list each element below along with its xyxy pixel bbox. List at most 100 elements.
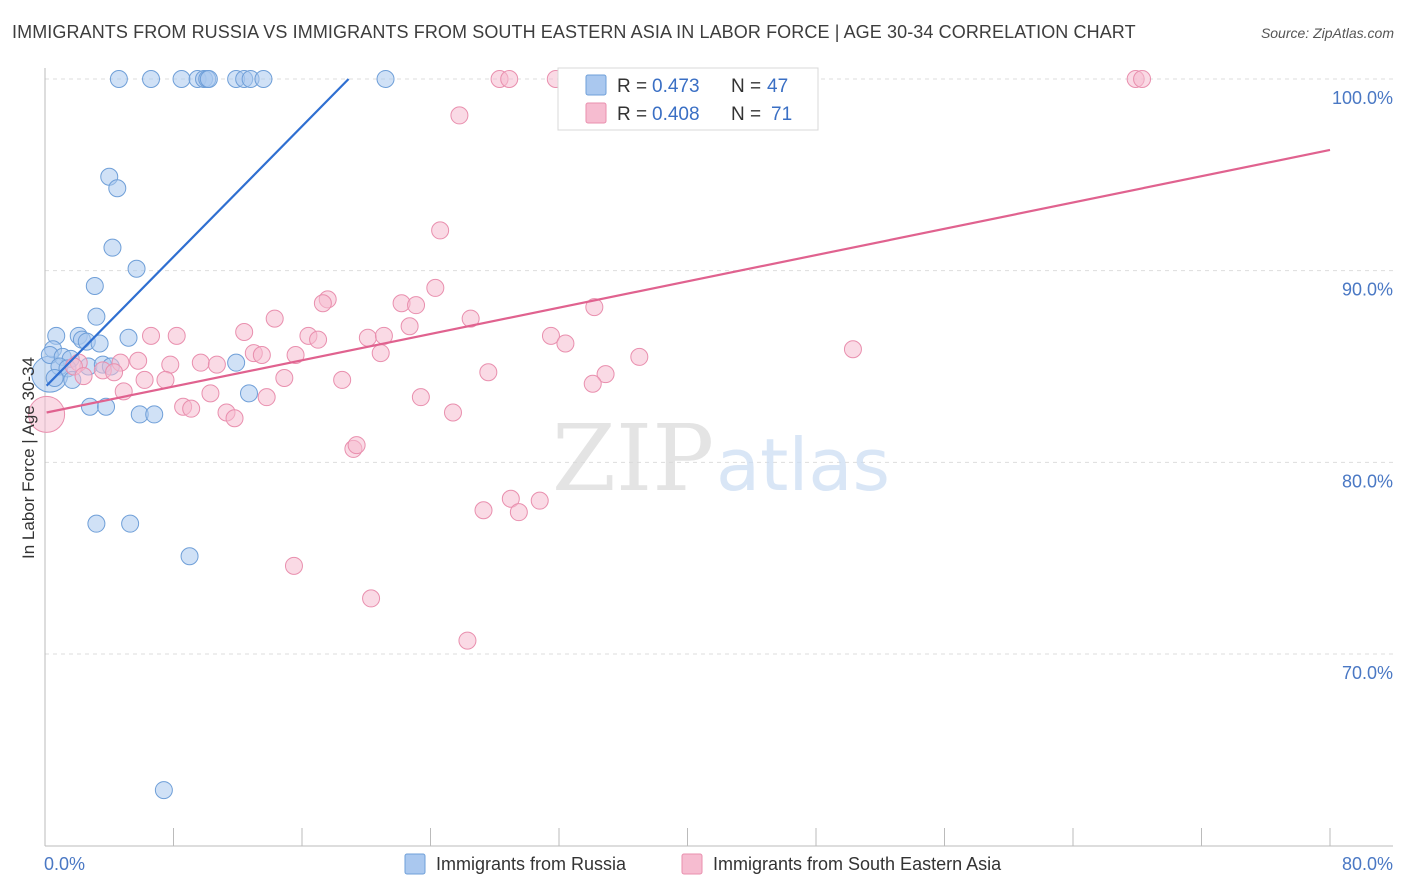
point-russia (109, 70, 128, 88)
point-russia (199, 70, 218, 88)
point-sea (443, 403, 462, 422)
point-russia (87, 307, 106, 326)
point-sea (191, 353, 210, 372)
point-sea (235, 323, 254, 341)
legend-sea-n-value: 71 (771, 104, 792, 125)
point-russia (172, 70, 191, 88)
bottom-legend-swatch-sea (681, 853, 703, 875)
x-tick-label: 0.0% (44, 854, 85, 874)
point-sea (400, 317, 419, 336)
point-sea (105, 363, 124, 382)
point-russia (239, 384, 258, 403)
point-sea (333, 370, 352, 389)
watermark-atlas: atlas (716, 423, 890, 507)
point-sea (450, 106, 469, 125)
point-sea (530, 491, 549, 510)
gridlines (45, 78, 1393, 655)
y-tick-label: 90.0% (1342, 280, 1393, 300)
point-sea (541, 326, 560, 345)
watermark: ZIP atlas (552, 405, 890, 512)
point-sea (585, 298, 604, 317)
point-sea (286, 346, 305, 364)
point-sea (1133, 70, 1152, 88)
point-sea (201, 384, 220, 403)
point-russia (254, 70, 273, 88)
y-tick-label: 100.0% (1332, 88, 1393, 108)
legend-sea-n-label: N = (731, 104, 761, 125)
legend-russia-r-label: R = (617, 76, 647, 97)
source-credit: Source: ZipAtlas.com (1260, 25, 1394, 41)
legend-russia-r-value: 0.473 (652, 76, 700, 97)
point-sea (509, 503, 528, 522)
point-sea (135, 370, 154, 389)
point-russia (103, 238, 122, 257)
point-russia (97, 397, 116, 416)
point-russia (145, 405, 164, 424)
legend-russia-n-value: 47 (767, 76, 788, 97)
point-sea (411, 388, 430, 407)
point-sea (207, 355, 226, 374)
point-russia (85, 277, 104, 295)
legend-swatch-sea (585, 102, 607, 124)
point-russia (154, 781, 173, 800)
point-sea (843, 340, 862, 359)
point-sea (407, 296, 426, 315)
point-russia (90, 334, 109, 353)
point-russia (108, 179, 127, 198)
point-sea (129, 351, 148, 370)
point-sea (431, 221, 450, 240)
point-russia (376, 70, 395, 88)
point-sea (257, 388, 276, 407)
point-sea (313, 294, 332, 313)
y-tick-label: 80.0% (1342, 471, 1393, 491)
bottom-legend-sea: Immigrants from South Eastern Asia (713, 854, 1002, 874)
point-russia (119, 328, 138, 347)
stats-legend: R = 0.473 N = 47 R = 0.408 N = 71 (557, 67, 819, 131)
y-axis-label: In Labor Force | Age 30-34 (19, 357, 38, 559)
point-sea (501, 489, 520, 508)
point-sea (161, 355, 180, 374)
trendlines (45, 78, 1331, 414)
data-points (28, 70, 1152, 800)
point-sea-large (28, 395, 66, 433)
point-sea (252, 346, 271, 364)
point-russia (227, 353, 246, 372)
point-russia (142, 70, 161, 88)
legend-sea-r-value: 0.408 (652, 104, 700, 125)
point-sea (583, 374, 602, 393)
point-sea (630, 347, 649, 366)
watermark-zip: ZIP (552, 405, 714, 512)
point-sea (74, 367, 93, 386)
point-sea (596, 365, 615, 384)
x-tick-label: 80.0% (1342, 854, 1393, 874)
point-russia (80, 397, 99, 416)
point-sea (461, 309, 480, 328)
bottom-legend-swatch-russia (404, 853, 426, 875)
point-sea (474, 501, 493, 520)
point-sea (265, 309, 284, 328)
point-russia (87, 514, 106, 533)
point-sea (358, 328, 377, 347)
point-sea (142, 326, 161, 345)
point-sea (479, 363, 498, 382)
point-sea (275, 369, 294, 387)
point-russia (180, 547, 199, 566)
bottom-legend-russia: Immigrants from Russia (436, 854, 627, 874)
point-sea (426, 278, 445, 297)
point-sea (500, 70, 519, 88)
legend-russia-n-label: N = (731, 76, 761, 97)
legend-sea-r-label: R = (617, 104, 647, 125)
y-tick-label: 70.0% (1342, 663, 1393, 683)
point-sea (309, 330, 328, 349)
point-sea (556, 334, 575, 353)
tick-labels: 100.0% 90.0% 80.0% 70.0% 0.0% 80.0% (44, 88, 1393, 874)
series-legend: Immigrants from Russia Immigrants from S… (404, 853, 1002, 875)
point-sea (371, 344, 390, 363)
trendline-russia (45, 78, 350, 387)
legend-swatch-russia (585, 74, 607, 96)
point-sea (347, 436, 366, 455)
point-sea (167, 326, 186, 345)
point-sea (362, 589, 381, 608)
point-russia (121, 514, 140, 533)
